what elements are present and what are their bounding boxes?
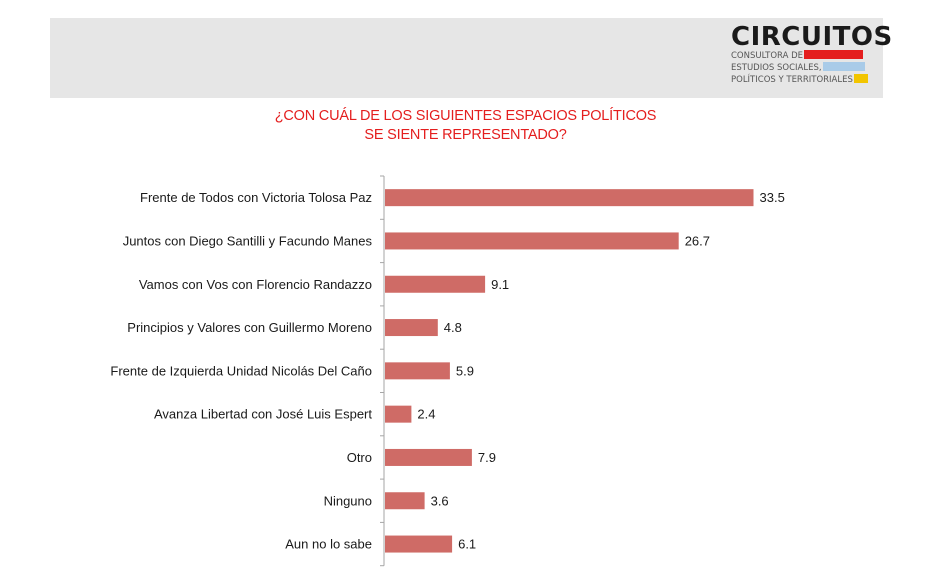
logo: CIRCUITOS CONSULTORA DE ESTUDIOS SOCIALE…	[731, 22, 893, 86]
category-label: Vamos con Vos con Florencio Randazzo	[139, 277, 372, 292]
category-label: Frente de Todos con Victoria Tolosa Paz	[140, 190, 372, 205]
value-label: 2.4	[417, 407, 435, 422]
bar	[385, 362, 450, 380]
value-label: 5.9	[456, 363, 474, 378]
logo-line-2: ESTUDIOS SOCIALES,	[731, 62, 876, 74]
logo-yellow-bar	[853, 74, 868, 83]
category-label: Frente de Izquierda Unidad Nicolás Del C…	[110, 363, 372, 378]
category-label: Juntos con Diego Santilli y Facundo Mane…	[123, 233, 373, 248]
bar	[385, 275, 486, 293]
bar	[385, 189, 754, 207]
logo-line-2-text: ESTUDIOS SOCIALES,	[731, 63, 822, 73]
category-label: Otro	[347, 450, 372, 465]
bar	[385, 319, 438, 337]
logo-line-1: CONSULTORA DE	[731, 50, 876, 62]
bar	[385, 405, 412, 423]
category-label: Principios y Valores con Guillermo Moren…	[127, 320, 372, 335]
value-label: 26.7	[685, 233, 710, 248]
logo-red-bar	[804, 50, 864, 59]
bar	[385, 448, 472, 466]
value-label: 33.5	[760, 190, 785, 205]
logo-name: CIRCUITOS	[731, 22, 893, 52]
chart-title-line-2: SE SIENTE REPRESENTADO?	[364, 127, 567, 143]
value-label: 9.1	[491, 277, 509, 292]
value-label: 3.6	[431, 493, 449, 508]
category-label: Aun no lo sabe	[285, 537, 372, 552]
chart-title: ¿CON CUÁL DE LOS SIGUIENTES ESPACIOS POL…	[0, 107, 931, 145]
bar	[385, 492, 425, 510]
value-label: 7.9	[478, 450, 496, 465]
value-label: 6.1	[458, 537, 476, 552]
logo-line-3: POLÍTICOS Y TERRITORIALES	[731, 74, 876, 86]
logo-line-3-text: POLÍTICOS Y TERRITORIALES	[731, 75, 853, 85]
category-label: Avanza Libertad con José Luis Espert	[154, 407, 372, 422]
chart-title-line-1: ¿CON CUÁL DE LOS SIGUIENTES ESPACIOS POL…	[274, 108, 657, 124]
bar	[385, 535, 453, 553]
logo-blue-bar	[822, 62, 865, 71]
header-band	[50, 18, 883, 98]
value-label: 4.8	[444, 320, 462, 335]
bar	[385, 232, 679, 250]
logo-line-1-text: CONSULTORA DE	[731, 51, 804, 61]
category-label: Ninguno	[324, 493, 372, 508]
